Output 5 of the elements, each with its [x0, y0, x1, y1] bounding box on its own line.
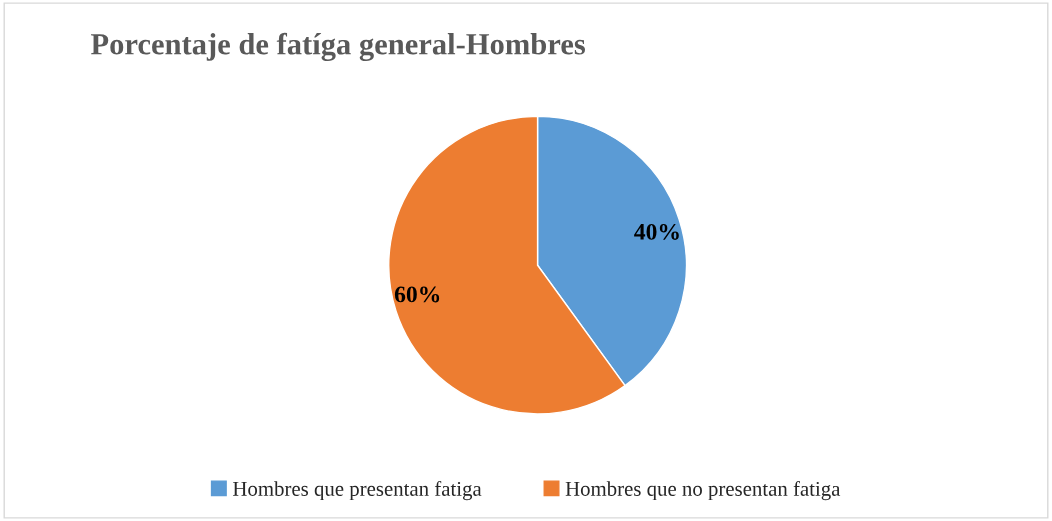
data-label: 60% [394, 286, 440, 303]
legend-label: Hombres que presentan fatiga [232, 481, 482, 501]
legend-label: Hombres que no presentan fatiga [565, 481, 841, 501]
chart-title: Porcentaje de fatíga general-Hombres [90, 32, 586, 62]
data-label: 40% [634, 223, 679, 240]
